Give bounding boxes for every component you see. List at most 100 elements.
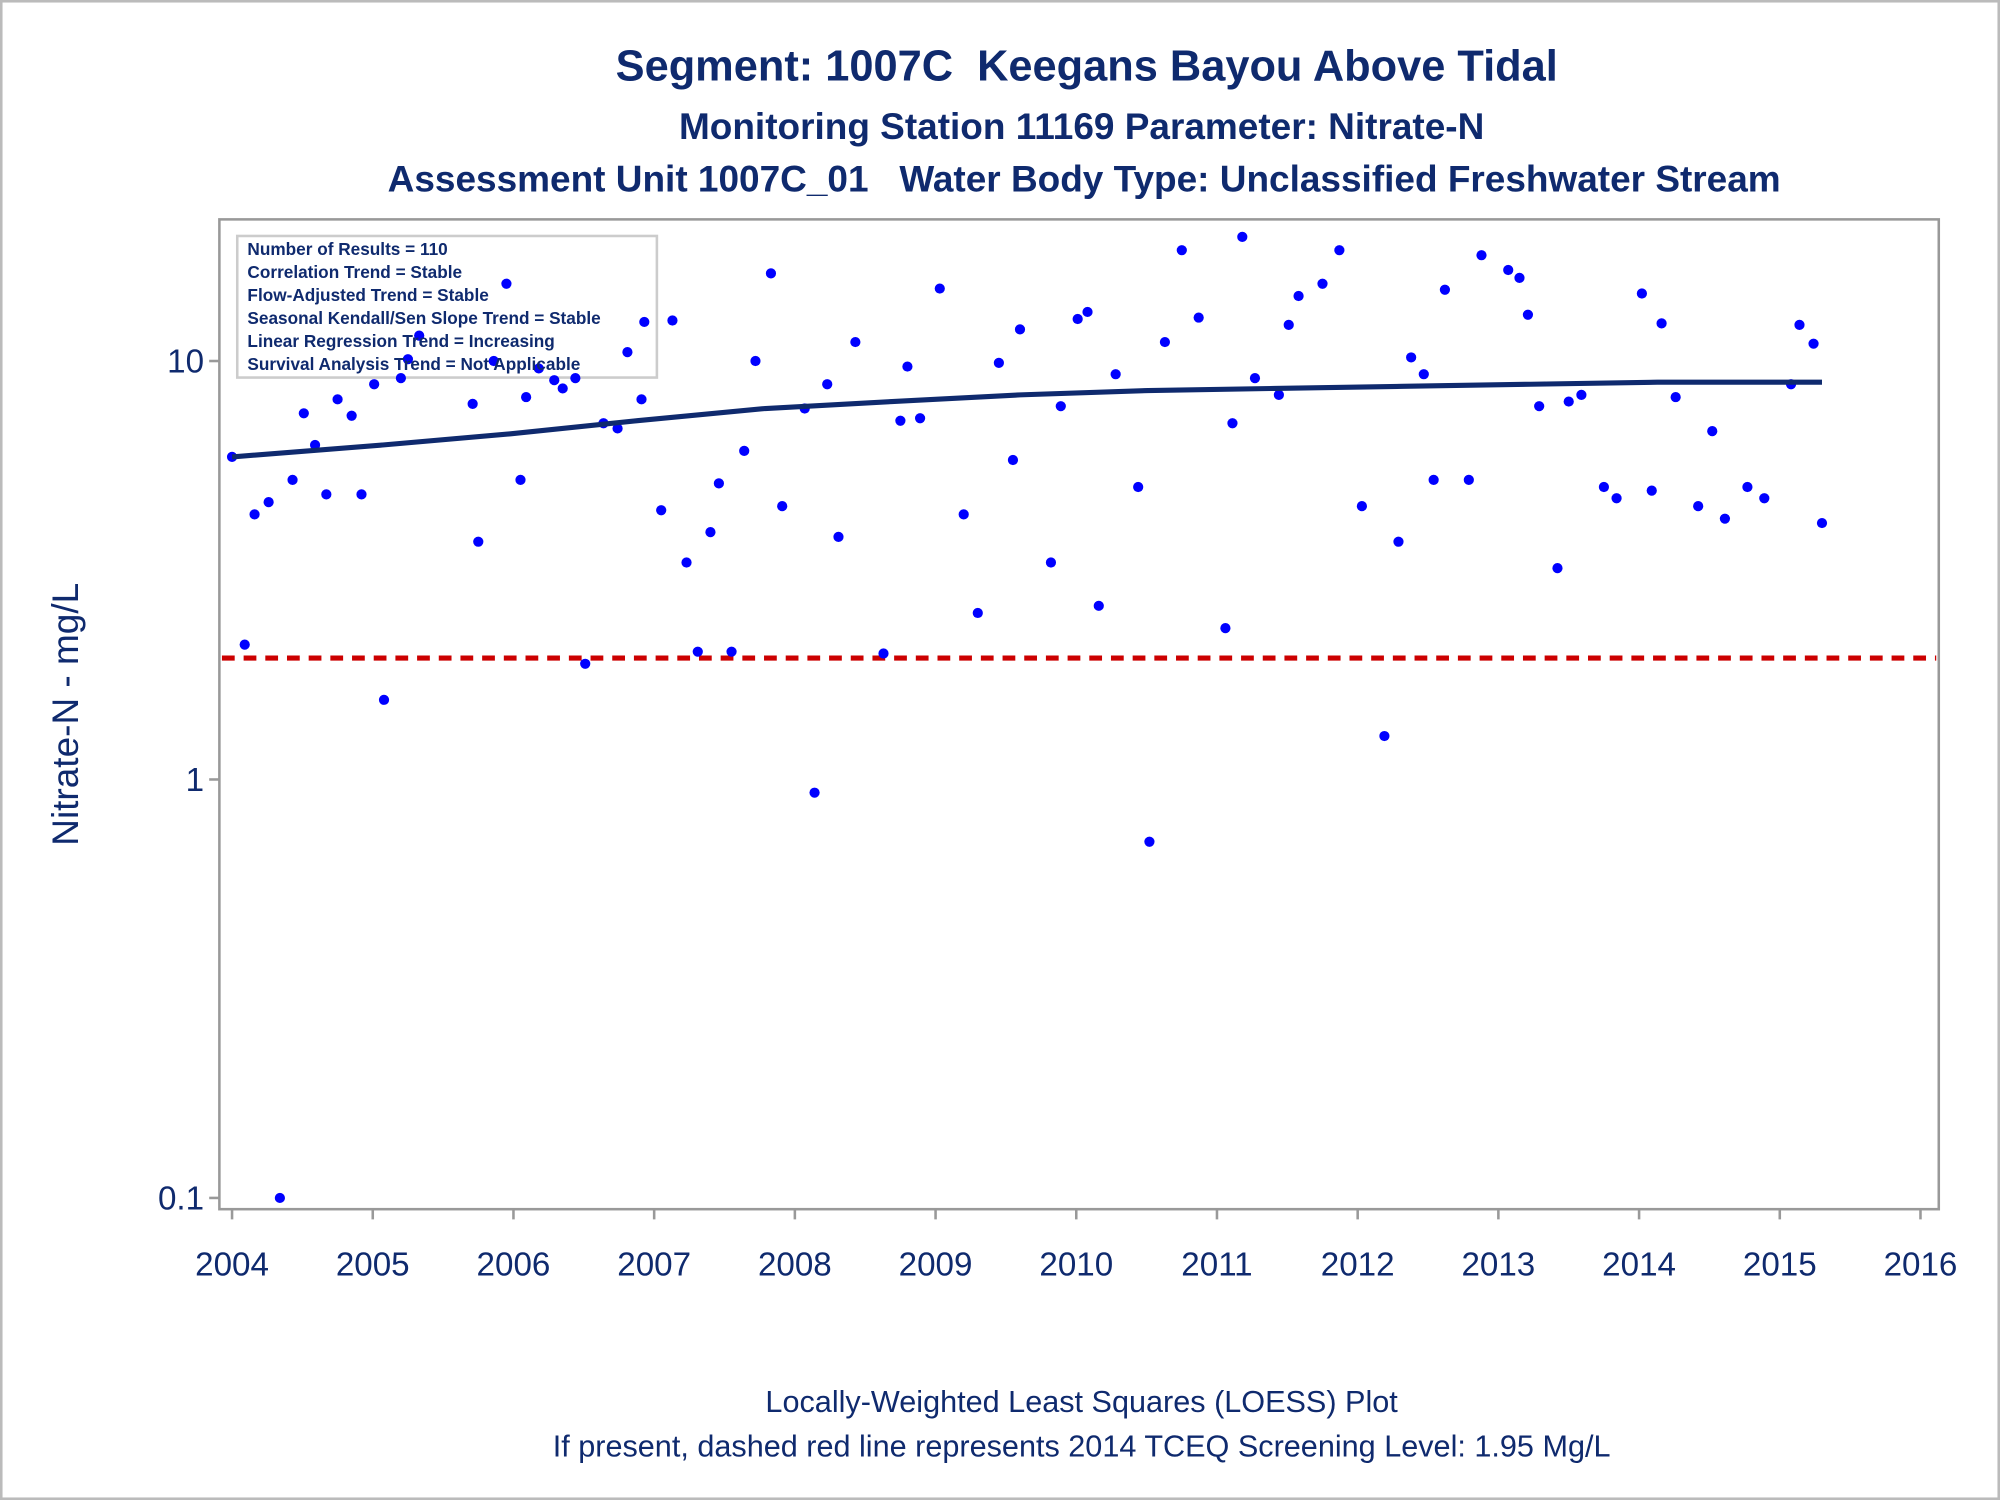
x-tick-label: 2004 xyxy=(195,1247,269,1284)
data-point xyxy=(705,527,716,538)
chart-title: Segment: 1007C Keegans Bayou Above Tidal xyxy=(616,42,1558,90)
data-point xyxy=(739,445,750,456)
x-tick-label: 2009 xyxy=(899,1247,973,1284)
annotation: Survival Analysis Trend = Not Applicable xyxy=(247,354,580,374)
data-point xyxy=(1816,517,1828,529)
data-point xyxy=(467,398,478,409)
x-tick-label: 2010 xyxy=(1039,1247,1113,1284)
data-point xyxy=(1463,474,1474,485)
data-point xyxy=(1719,513,1731,524)
data-point xyxy=(1144,836,1155,847)
data-point xyxy=(1293,290,1304,302)
data-point xyxy=(850,336,861,348)
data-point xyxy=(1808,338,1819,349)
data-point xyxy=(1707,426,1718,437)
data-point xyxy=(713,478,724,489)
x-tick-label: 2012 xyxy=(1321,1247,1395,1284)
data-point xyxy=(473,536,484,547)
data-point xyxy=(1503,264,1514,276)
data-point xyxy=(1055,401,1066,412)
data-point xyxy=(777,501,788,512)
annotation: Flow-Adjusted Trend = Stable xyxy=(247,285,488,305)
data-point xyxy=(488,355,499,367)
y-axis-label: Nitrate-N - mg/L xyxy=(45,583,86,846)
data-point xyxy=(321,489,332,500)
data-point xyxy=(395,373,406,384)
data-point xyxy=(1406,352,1417,363)
data-point xyxy=(878,648,889,659)
data-point xyxy=(972,607,983,619)
data-point xyxy=(533,363,544,374)
data-point xyxy=(1522,309,1534,320)
data-point xyxy=(667,315,678,326)
data-point xyxy=(1072,313,1083,325)
annotation: Number of Results = 110 xyxy=(247,239,447,259)
data-point xyxy=(369,379,380,390)
data-point xyxy=(1759,493,1770,504)
x-tick-label: 2013 xyxy=(1461,1247,1535,1284)
data-point xyxy=(1007,454,1019,466)
data-point xyxy=(636,394,647,405)
data-point xyxy=(1159,336,1171,348)
x-tick-label: 2008 xyxy=(758,1247,832,1284)
data-point xyxy=(570,373,581,384)
data-point xyxy=(1227,418,1238,429)
x-tick-label: 2016 xyxy=(1884,1247,1958,1284)
data-point xyxy=(1476,250,1487,261)
y-tick-label: 0.1 xyxy=(158,1180,204,1217)
data-point xyxy=(1636,288,1647,299)
plot-area xyxy=(218,218,1941,1211)
data-point xyxy=(1656,318,1667,329)
data-point xyxy=(1110,369,1121,380)
annotation: Correlation Trend = Stable xyxy=(247,262,462,282)
data-point xyxy=(1082,306,1093,318)
data-point xyxy=(1428,474,1439,485)
data-point xyxy=(902,361,913,372)
data-point xyxy=(1439,284,1451,295)
data-point xyxy=(346,410,357,421)
data-point xyxy=(263,497,274,508)
data-point xyxy=(1133,481,1144,493)
data-point xyxy=(958,509,969,520)
data-point xyxy=(726,646,737,657)
data-point xyxy=(580,658,591,669)
data-point xyxy=(656,505,667,516)
chart-subtitle: Assessment Unit 1007C_01 Water Body Type… xyxy=(388,158,1781,199)
data-point xyxy=(249,509,260,520)
data-point xyxy=(1317,278,1328,289)
data-point xyxy=(1742,481,1753,493)
data-point xyxy=(622,347,633,358)
x-tick-label: 2006 xyxy=(477,1247,551,1284)
data-point xyxy=(501,278,512,289)
data-point xyxy=(612,423,623,434)
data-point xyxy=(1514,272,1525,283)
data-point xyxy=(1611,493,1622,504)
annotation-box xyxy=(235,234,659,379)
x-tick-label: 2007 xyxy=(617,1247,691,1284)
data-point xyxy=(298,408,309,419)
data-point xyxy=(515,474,526,485)
data-point xyxy=(1273,389,1284,400)
data-point xyxy=(1193,312,1204,323)
data-point xyxy=(681,557,692,568)
x-tick-label: 2014 xyxy=(1602,1247,1676,1284)
data-point xyxy=(1418,369,1429,380)
data-point xyxy=(356,489,367,500)
data-point xyxy=(309,439,321,451)
data-point xyxy=(1693,501,1704,512)
data-point xyxy=(895,415,906,426)
data-point xyxy=(557,383,568,394)
data-point xyxy=(1334,245,1345,256)
data-point xyxy=(1576,389,1587,400)
data-point xyxy=(934,283,945,294)
data-point xyxy=(1014,324,1026,335)
data-point xyxy=(639,316,650,328)
data-point xyxy=(1237,231,1248,242)
data-point xyxy=(274,1192,285,1204)
data-point xyxy=(1045,557,1057,568)
data-point xyxy=(1534,401,1545,412)
data-point xyxy=(692,646,703,657)
x-tick-label: 2015 xyxy=(1743,1247,1817,1284)
